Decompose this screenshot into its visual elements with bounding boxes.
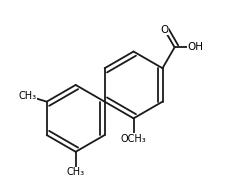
Text: CH₃: CH₃: [66, 167, 84, 177]
Text: OH: OH: [186, 42, 202, 52]
Text: OCH₃: OCH₃: [120, 134, 146, 144]
Text: O: O: [159, 25, 168, 35]
Text: CH₃: CH₃: [18, 91, 36, 101]
